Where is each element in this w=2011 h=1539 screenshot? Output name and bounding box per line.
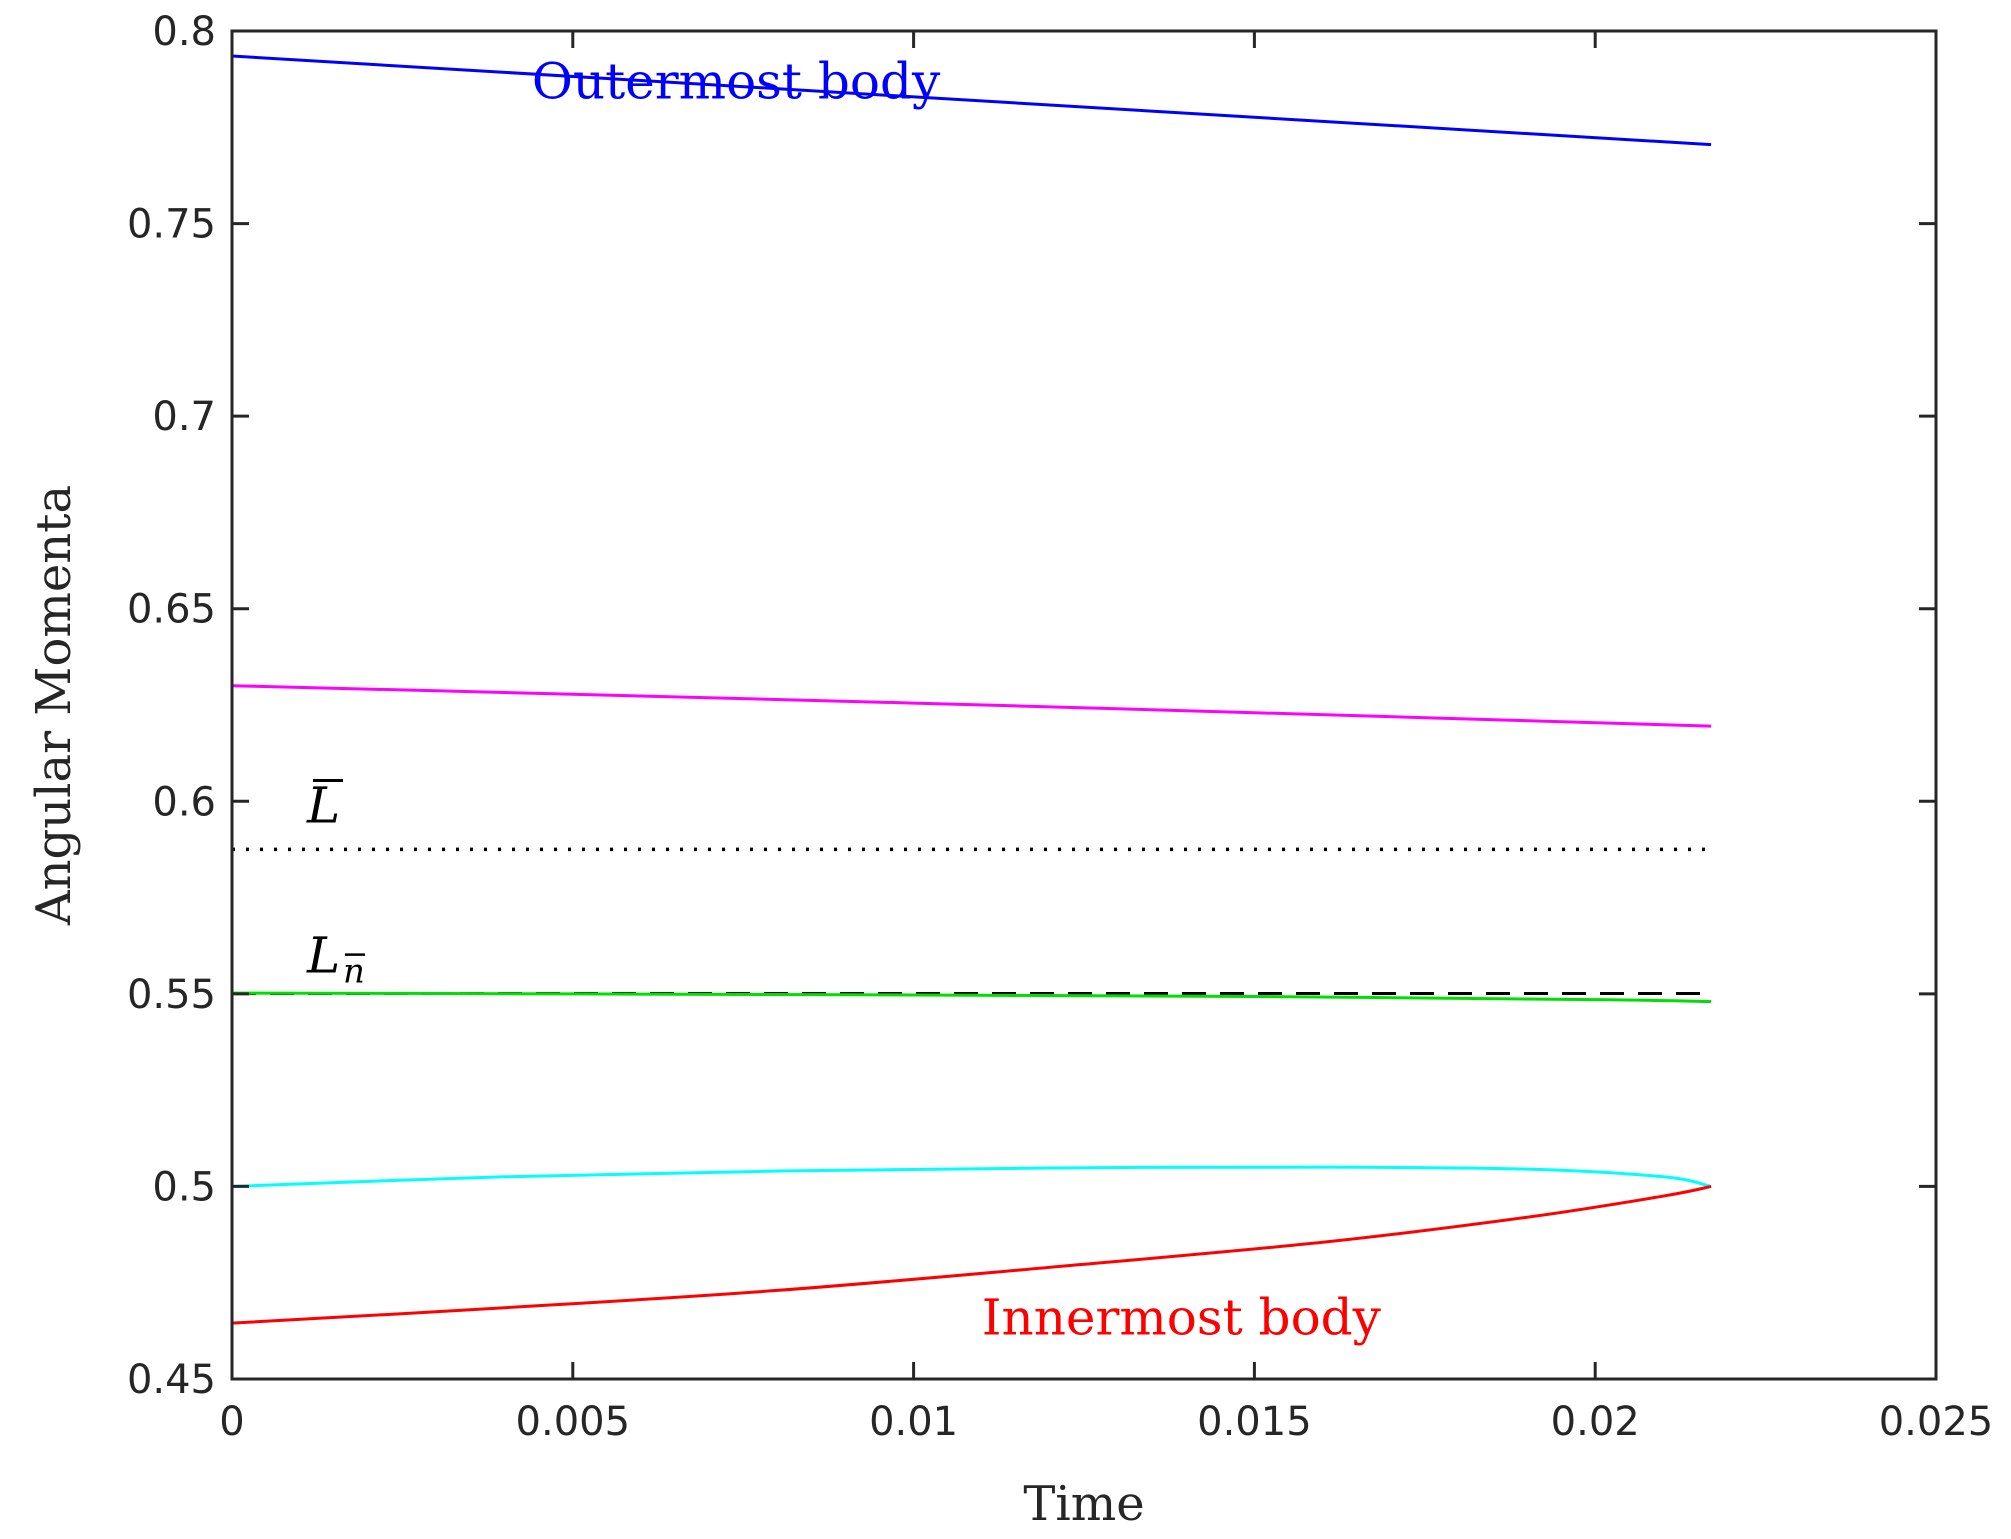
x-axis-label: Time	[1023, 1476, 1144, 1532]
series-line-innermost-body	[231, 1184, 1712, 1325]
annotation-subscript-n: n	[343, 952, 365, 992]
y-tick-label: 0.75	[127, 202, 216, 248]
series-line-outermost-body	[231, 54, 1712, 147]
x-tick-label: 0.01	[869, 1399, 958, 1445]
y-tick-label: 0.7	[152, 394, 216, 440]
x-tick-label: 0.015	[1197, 1399, 1312, 1445]
series-line-body-3	[231, 991, 1712, 1004]
x-tick-label: 0.025	[1879, 1399, 1994, 1445]
ticks-layer: 0 0.005 0.01 0.015 0.02 0.025 0.45 0.5 0.55 0.6 0.…	[127, 9, 1993, 1445]
y-tick-label: 0.6	[152, 779, 216, 825]
series-line-body-2	[231, 684, 1712, 728]
annotation-outermost-body: Outermost body	[532, 52, 941, 110]
y-tick-label: 0.65	[127, 587, 216, 633]
annotation-l-symbol: L	[306, 927, 340, 985]
x-tick-label: 0.02	[1551, 1399, 1640, 1445]
y-tick-label: 0.8	[152, 9, 216, 55]
annotation-l-bar-symbol: L	[306, 776, 340, 834]
axes-frame	[230, 29, 1938, 1381]
axes-box	[230, 29, 1938, 1381]
y-tick-label: 0.5	[152, 1164, 216, 1210]
y-axis-label: Angular Momenta	[26, 485, 82, 926]
x-tick-label: 0	[219, 1399, 244, 1445]
y-tick-label: 0.45	[127, 1357, 216, 1403]
y-tick-label: 0.55	[127, 972, 216, 1018]
series-layer	[231, 54, 1712, 1325]
annotation-l-bar: L	[306, 776, 343, 834]
x-tick-label: 0.005	[516, 1399, 631, 1445]
series-line-body-4	[231, 1165, 1712, 1188]
plot-area	[232, 31, 1936, 1379]
annotation-innermost-body: Innermost body	[982, 1289, 1382, 1347]
plot-background	[232, 31, 1936, 1379]
